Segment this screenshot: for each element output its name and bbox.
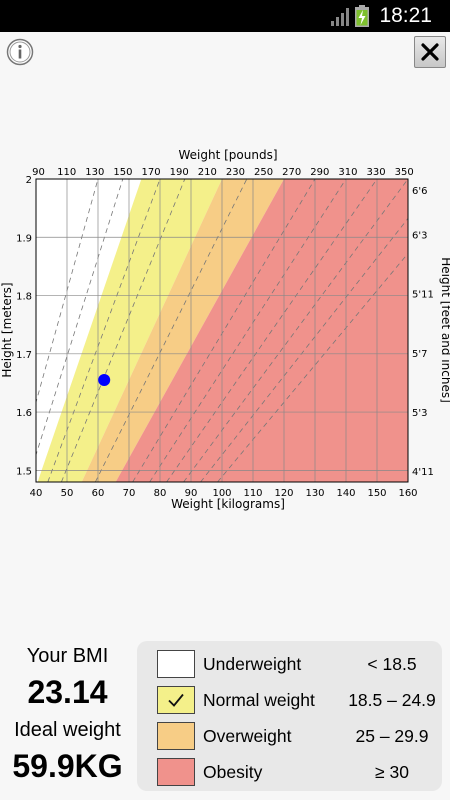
bmi-result: Your BMI 23.14 Ideal weight 59.9KG <box>0 640 135 800</box>
y-tick-ft: 6'3 <box>412 230 427 241</box>
bmi-dashed-line <box>132 179 316 482</box>
legend-row-normal: Normal weight 18.5 – 24.9 <box>157 685 437 717</box>
x-tick-kg: 80 <box>154 488 167 499</box>
x-tick-lb: 350 <box>395 167 414 178</box>
bmi-value: 23.14 <box>27 674 108 710</box>
legend-range: 18.5 – 24.9 <box>348 690 436 710</box>
legend-row-underweight: Underweight < 18.5 <box>157 649 437 681</box>
bmi-band-normal-weight <box>37 179 222 482</box>
x-tick-lb: 290 <box>310 167 329 178</box>
left-axis-label: Height [meters] <box>0 282 14 377</box>
x-tick-kg: 150 <box>367 488 386 499</box>
x-tick-lb: 90 <box>32 167 45 178</box>
bmi-dashed-line <box>217 252 408 482</box>
bmi-legend: Underweight < 18.5 Normal weight 18.5 – … <box>137 641 442 791</box>
x-tick-kg: 100 <box>212 488 231 499</box>
legend-row-obesity: Obesity ≥ 30 <box>157 757 437 789</box>
y-tick-ft: 4'11 <box>412 467 434 478</box>
bmi-dashed-line <box>166 179 378 482</box>
x-tick-kg: 90 <box>185 488 198 499</box>
status-bar: 18:21 <box>0 0 450 32</box>
bmi-dashed-line <box>149 179 347 482</box>
top-axis-label: Weight [pounds] <box>178 148 277 162</box>
x-tick-lb: 310 <box>338 167 357 178</box>
bmi-dashed-line <box>36 179 124 457</box>
bmi-band-overweight <box>81 179 284 482</box>
bmi-chart: 40 50 60 70 80 90 100 110 120 130 140 150 160 90 110 13… <box>0 148 450 511</box>
legend-label: Obesity <box>203 762 263 782</box>
y-tick-m: 1.5 <box>16 466 32 477</box>
y-tick-m: 1.9 <box>16 233 32 244</box>
legend-label: Normal weight <box>203 690 315 710</box>
ideal-weight-label: Ideal weight <box>14 719 121 741</box>
legend-range: 25 – 29.9 <box>355 726 429 746</box>
y-tick-m: 1.8 <box>16 292 32 303</box>
legend-label: Underweight <box>203 654 302 674</box>
bmi-screen: 40 50 60 70 80 90 100 110 120 130 140 150 160 90 110 13… <box>0 32 450 800</box>
x-tick-kg: 130 <box>305 488 324 499</box>
info-icon[interactable] <box>6 38 34 66</box>
legend-swatch-underweight <box>157 650 195 678</box>
close-icon <box>421 43 439 61</box>
x-tick-lb: 130 <box>85 167 104 178</box>
legend-row-overweight: Overweight 25 – 29.9 <box>157 721 437 753</box>
bottom-axis-label: Weight [kilograms] <box>171 497 285 511</box>
y-tick-ft: 5'7 <box>412 349 427 360</box>
bmi-dashed-line <box>94 179 248 482</box>
x-tick-lb: 250 <box>254 167 273 178</box>
x-tick-kg: 140 <box>336 488 355 499</box>
bmi-band-underweight <box>36 179 142 482</box>
x-tick-kg: 60 <box>92 488 105 499</box>
x-tick-lb: 110 <box>57 167 76 178</box>
x-tick-lb: 230 <box>226 167 245 178</box>
x-tick-lb: 190 <box>170 167 189 178</box>
right-axis-label: Height [feet and inches] <box>439 257 450 403</box>
y-tick-m: 2 <box>26 175 32 186</box>
y-tick-ft: 6'6 <box>412 186 427 197</box>
x-tick-kg: 40 <box>30 488 43 499</box>
legend-label: Overweight <box>203 726 292 746</box>
legend-range: ≥ 30 <box>375 762 409 782</box>
ideal-weight-value: 59.9KG <box>12 748 123 784</box>
x-tick-kg: 160 <box>398 488 417 499</box>
y-tick-m: 1.6 <box>16 408 32 419</box>
legend-range: < 18.5 <box>367 654 417 674</box>
battery-charging-icon <box>355 5 369 27</box>
y-tick-ft: 5'3 <box>412 408 427 419</box>
bmi-band-obesity <box>115 179 408 482</box>
x-tick-kg: 120 <box>274 488 293 499</box>
bmi-dashed-line <box>36 179 99 404</box>
x-tick-lb: 210 <box>198 167 217 178</box>
clock: 18:21 <box>379 4 432 27</box>
bmi-dashed-line <box>61 179 186 482</box>
legend-swatch-obesity <box>157 758 195 786</box>
legend-swatch-normal <box>157 686 195 714</box>
bmi-label: Your BMI <box>26 645 109 667</box>
y-tick-m: 1.7 <box>16 350 32 361</box>
checkmark-icon <box>168 693 184 707</box>
x-tick-lb: 330 <box>366 167 385 178</box>
y-tick-ft: 5'11 <box>412 290 434 301</box>
x-tick-lb: 150 <box>113 167 132 178</box>
x-tick-kg: 70 <box>123 488 136 499</box>
bmi-dashed-line <box>200 217 408 482</box>
legend-swatch-overweight <box>157 722 195 750</box>
user-bmi-marker <box>98 374 111 387</box>
x-tick-kg: 50 <box>61 488 74 499</box>
x-tick-lb: 270 <box>282 167 301 178</box>
signal-icon <box>331 8 349 26</box>
x-tick-lb: 170 <box>141 167 160 178</box>
x-tick-kg: 110 <box>243 488 262 499</box>
close-button[interactable] <box>414 36 446 68</box>
